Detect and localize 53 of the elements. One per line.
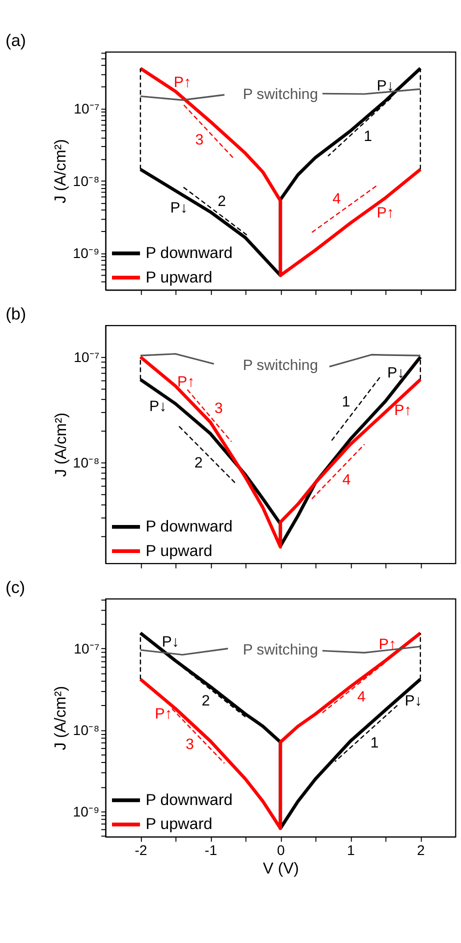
- series-label: 1: [364, 128, 372, 146]
- annotation: P↑: [154, 706, 172, 723]
- series-label: P switching: [242, 641, 318, 658]
- series-label: 4: [342, 472, 351, 489]
- y-tick-label: 10⁻⁹: [72, 245, 100, 262]
- x-tick-label: 0: [277, 842, 285, 858]
- annotation: P↑: [174, 74, 192, 92]
- series-label: 1: [370, 734, 379, 752]
- annotation: P↓: [376, 78, 394, 95]
- series-label: P switching: [242, 356, 318, 374]
- legend-label: P downward: [146, 792, 233, 809]
- y-axis-title: J (A/cm²): [52, 686, 70, 750]
- annotation: P↑: [394, 402, 412, 420]
- series-label: 3: [214, 400, 223, 417]
- x-tick-label: -1: [204, 842, 218, 858]
- legend-label: P upward: [146, 816, 212, 834]
- y-tick-label: 10⁻⁷: [74, 640, 100, 657]
- series-label: 3: [195, 132, 204, 149]
- legend-label: P upward: [146, 269, 212, 286]
- chart-title: (c): [6, 578, 26, 598]
- annotation: P↑: [378, 636, 396, 653]
- chart-title: (b): [6, 304, 26, 324]
- series-label: 3: [186, 736, 194, 754]
- y-tick-label: 10⁻⁷: [74, 349, 100, 366]
- legend-label: P downward: [146, 245, 233, 262]
- annotation: P↓: [149, 398, 167, 416]
- chart-title: (a): [6, 31, 26, 50]
- x-tick-label: -2: [134, 842, 148, 858]
- y-tick-label: 10⁻⁸: [72, 454, 100, 470]
- annotation: P↓: [170, 200, 188, 216]
- x-tick-label: 2: [416, 842, 425, 858]
- series-label: 2: [194, 454, 203, 472]
- x-tick-label: 1: [346, 842, 355, 858]
- series-label: 2: [218, 192, 226, 210]
- annotation: P↓: [387, 364, 405, 382]
- series-label: 1: [342, 394, 350, 411]
- annotation: P↑: [177, 373, 195, 390]
- x-axis-title: V (V): [262, 860, 299, 878]
- series-label: P switching: [242, 86, 318, 103]
- y-axis-title: J (A/cm²): [52, 139, 70, 204]
- annotation: P↓: [404, 692, 422, 710]
- y-tick-label: 10⁻⁷: [74, 100, 100, 117]
- series-label: 4: [332, 190, 341, 208]
- y-tick-label: 10⁻⁹: [72, 804, 100, 820]
- y-tick-label: 10⁻⁸: [72, 722, 100, 738]
- y-tick-label: 10⁻⁸: [72, 172, 100, 189]
- series-label: 2: [202, 692, 210, 710]
- y-axis-title: J (A/cm²): [52, 412, 70, 477]
- legend-label: P upward: [146, 542, 212, 560]
- annotation: P↑: [376, 204, 394, 222]
- series-label: 4: [357, 688, 366, 706]
- legend-label: P downward: [146, 518, 233, 536]
- annotation: P↓: [162, 634, 180, 651]
